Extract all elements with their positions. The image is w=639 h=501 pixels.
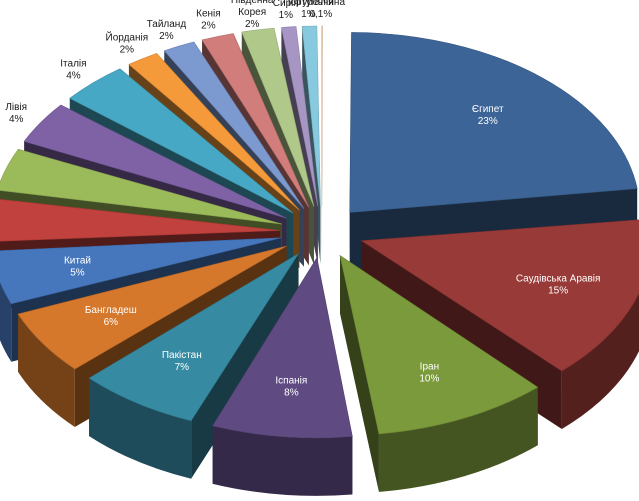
slice-name-5-0: Бангладеш — [85, 305, 137, 316]
slice-value-3: 8% — [284, 387, 299, 398]
slice-name-14-1: Корея — [238, 7, 266, 18]
slice-4 — [88, 253, 299, 422]
slice-value-13: 2% — [201, 20, 216, 31]
slice-6 — [0, 237, 282, 305]
slice-value-10: 4% — [66, 71, 81, 82]
slice-8 — [0, 148, 283, 225]
slice-name-9-0: Лівія — [5, 102, 27, 113]
slice-5 — [17, 245, 287, 370]
slice-value-5: 6% — [104, 317, 119, 328]
slice-name-15-0: Сирія — [273, 0, 299, 9]
slice-side-6-0 — [0, 282, 12, 362]
slice-value-0: 23% — [478, 116, 498, 127]
slice-name-12-0: Тайланд — [147, 19, 187, 30]
slice-value-9: 4% — [9, 114, 24, 125]
slice-name-16-0: Португалія — [283, 0, 333, 8]
slice-value-16: 1% — [301, 9, 316, 20]
slice-9 — [23, 104, 287, 219]
slice-value-15: 1% — [279, 10, 294, 21]
slice-value-12: 2% — [159, 31, 174, 42]
slice-name-10-0: Італія — [60, 59, 86, 70]
slice-13 — [201, 33, 310, 208]
slice-value-2: 10% — [419, 374, 439, 385]
slice-name-17-0: Туреччина — [297, 0, 346, 8]
slice-14 — [241, 27, 315, 207]
slice-value-6: 5% — [70, 268, 85, 279]
slice-10 — [69, 68, 294, 214]
slice-name-1-0: Саудівська Аравія — [516, 273, 601, 284]
slice-side-2-0 — [378, 387, 538, 492]
slice-name-4-0: Пакістан — [162, 350, 202, 361]
slice-0 — [349, 32, 638, 213]
slice-12 — [163, 41, 305, 209]
slice-value-14: 2% — [245, 19, 260, 30]
slice-15 — [281, 26, 319, 207]
slice-name-6-0: Китай — [64, 256, 91, 267]
slice-value-4: 7% — [175, 362, 190, 373]
pie-tops — [0, 25, 639, 439]
slice-name-14-0: Південна — [231, 0, 274, 6]
slice-16 — [301, 25, 321, 207]
slice-1 — [360, 219, 639, 372]
slice-11 — [128, 53, 300, 211]
slice-3 — [212, 257, 353, 439]
slice-value-11: 2% — [120, 45, 135, 56]
slice-side-3-0 — [212, 425, 353, 496]
slice-name-11-0: Йорданія — [106, 31, 149, 44]
slice-side-5-0 — [18, 314, 75, 427]
slice-7 — [0, 198, 281, 242]
slice-2 — [339, 254, 539, 435]
slice-name-13-0: Кенія — [196, 8, 221, 19]
slice-name-3-0: Іспанія — [275, 375, 307, 386]
slice-name-0-0: Єгипет — [472, 104, 504, 115]
slice-side-4-0 — [89, 378, 192, 479]
slice-side-1-0 — [561, 293, 639, 429]
slice-17 — [321, 25, 323, 206]
slice-name-2-0: Іран — [420, 362, 439, 373]
slice-value-1: 15% — [548, 285, 568, 296]
slice-value-17: 0,1% — [309, 9, 332, 20]
slice-wall-2-1 — [339, 255, 379, 492]
